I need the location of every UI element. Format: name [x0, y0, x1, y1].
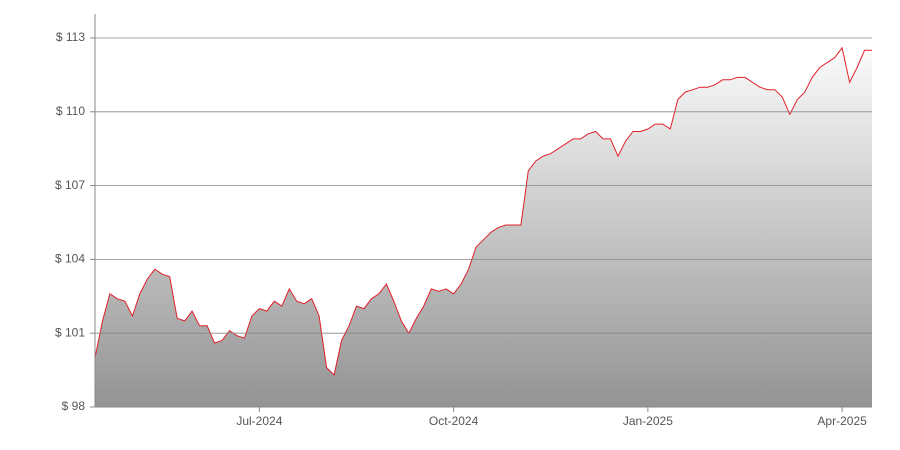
y-tick-label: $ 101: [55, 325, 85, 339]
x-tick-label: Jan-2025: [623, 414, 673, 428]
x-tick-label: Jul-2024: [236, 414, 282, 428]
y-tick-label: $ 104: [55, 252, 85, 266]
y-tick-label: $ 107: [55, 178, 85, 192]
y-tick-label: $ 98: [62, 399, 86, 413]
y-tick-label: $ 113: [56, 30, 85, 44]
price-line: [94, 46, 872, 376]
y-tick-label: $ 110: [56, 104, 85, 118]
x-tick-label: Oct-2024: [429, 414, 479, 428]
area-fill: [95, 47, 872, 408]
x-tick-label: Apr-2025: [817, 414, 867, 428]
